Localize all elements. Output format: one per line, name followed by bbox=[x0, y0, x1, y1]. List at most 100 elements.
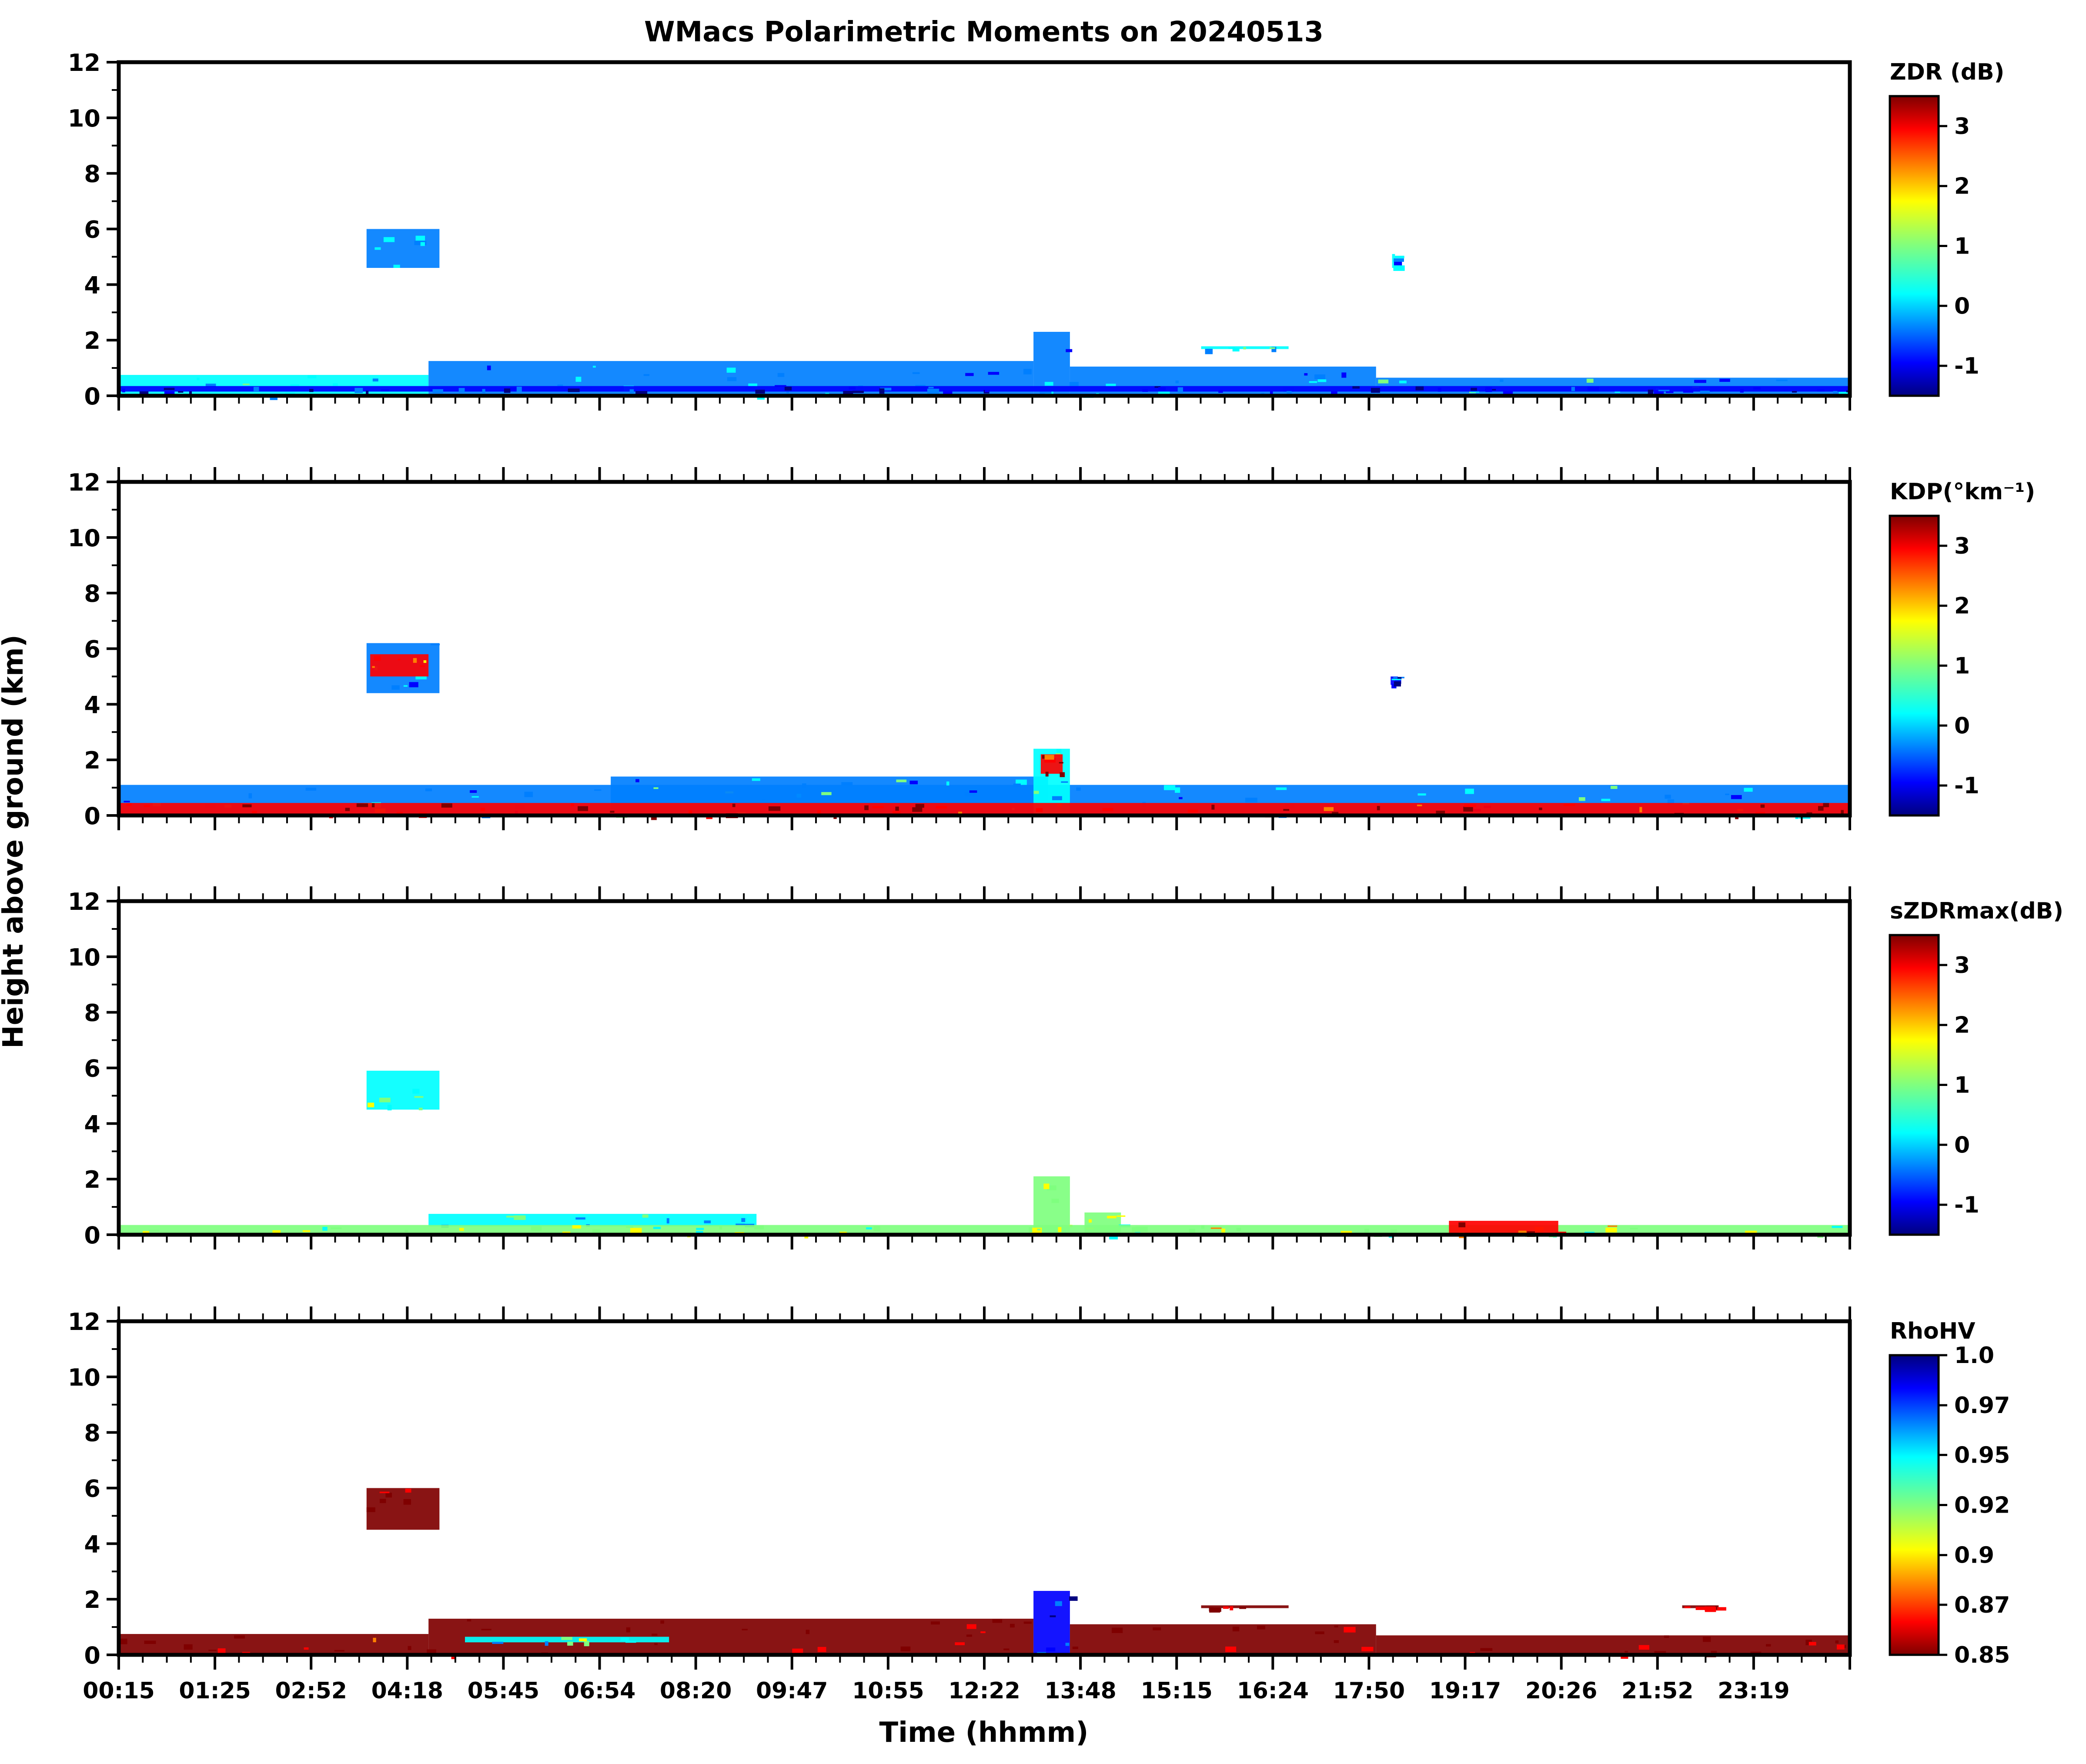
data-speckle bbox=[492, 1642, 504, 1644]
data-speckle bbox=[1740, 389, 1744, 393]
data-speckle bbox=[1695, 1607, 1707, 1610]
data-speckle bbox=[409, 682, 418, 688]
data-speckle bbox=[516, 387, 522, 392]
data-block bbox=[1201, 1605, 1289, 1608]
data-speckle bbox=[1705, 1606, 1715, 1611]
data-speckle bbox=[1760, 804, 1765, 808]
data-speckle bbox=[568, 388, 580, 392]
data-speckle bbox=[1485, 387, 1492, 392]
data-speckle bbox=[653, 787, 659, 789]
y-tick-label: 12 bbox=[68, 1308, 100, 1336]
x-tick-label: 21:52 bbox=[1621, 1678, 1694, 1704]
data-speckle bbox=[594, 789, 602, 791]
colorbar-tick-label: -1 bbox=[1954, 1192, 1979, 1218]
data-speckle bbox=[1371, 388, 1380, 393]
data-speckle bbox=[1210, 1607, 1221, 1612]
data-speckle bbox=[880, 388, 892, 391]
y-tick-label: 4 bbox=[84, 271, 100, 299]
data-speckle bbox=[1465, 788, 1474, 794]
colorbar-tick-label: 0.92 bbox=[1954, 1493, 2010, 1519]
data-block bbox=[119, 803, 1850, 815]
data-speckle bbox=[432, 389, 443, 394]
data-speckle bbox=[1056, 749, 1062, 754]
y-tick-label: 2 bbox=[84, 327, 100, 354]
data-speckle bbox=[786, 391, 789, 394]
data-speckle bbox=[331, 1227, 342, 1229]
data-speckle bbox=[1725, 793, 1729, 795]
data-speckle bbox=[309, 389, 314, 392]
y-tick-label: 6 bbox=[84, 1055, 100, 1082]
data-speckle bbox=[931, 1621, 940, 1625]
data-speckle bbox=[322, 1226, 328, 1231]
data-speckle bbox=[571, 803, 575, 807]
data-speckle bbox=[420, 242, 425, 246]
data-speckle bbox=[1578, 797, 1585, 801]
data-speckle bbox=[379, 1491, 390, 1493]
data-speckle bbox=[1648, 390, 1654, 395]
y-tick-label: 6 bbox=[84, 636, 100, 663]
data-speckle bbox=[1399, 381, 1407, 384]
colorbar-tick-label: 2 bbox=[1954, 1012, 1970, 1039]
y-tick-label: 6 bbox=[84, 1475, 100, 1503]
colorbar-kdp bbox=[1889, 514, 1940, 817]
data-speckle bbox=[412, 1089, 420, 1094]
data-speckle bbox=[578, 1638, 587, 1642]
data-block bbox=[1392, 254, 1395, 268]
colorbar-tick-label: 0.9 bbox=[1954, 1543, 1994, 1569]
colorbar-tick-label: 0.97 bbox=[1954, 1393, 2010, 1419]
data-speckle bbox=[726, 368, 736, 373]
data-speckle bbox=[1175, 787, 1180, 793]
data-speckle bbox=[480, 808, 485, 812]
data-speckle bbox=[374, 656, 381, 661]
data-speckle bbox=[653, 1226, 661, 1229]
data-speckle bbox=[415, 235, 425, 241]
data-speckle bbox=[1045, 772, 1049, 777]
data-speckle bbox=[1029, 1227, 1033, 1233]
data-speckle bbox=[1117, 1215, 1126, 1217]
x-tick-label: 12:22 bbox=[948, 1678, 1020, 1704]
data-speckle bbox=[420, 665, 425, 667]
data-speckle bbox=[290, 384, 300, 387]
axes-frame bbox=[117, 899, 1852, 1237]
data-speckle bbox=[1664, 1635, 1669, 1638]
x-tick-label: 20:26 bbox=[1525, 1678, 1598, 1704]
data-speckle bbox=[1394, 258, 1404, 262]
data-speckle bbox=[459, 1228, 464, 1231]
data-speckle bbox=[732, 803, 735, 807]
data-speckle bbox=[1044, 382, 1053, 386]
y-tick-label: 4 bbox=[84, 691, 100, 718]
data-speckle bbox=[148, 1229, 160, 1232]
data-speckle bbox=[403, 1499, 411, 1505]
data-speckle bbox=[510, 388, 519, 391]
data-speckle bbox=[966, 1634, 972, 1637]
data-speckle bbox=[900, 1646, 911, 1651]
data-speckle bbox=[872, 806, 884, 808]
data-speckle bbox=[892, 811, 901, 815]
colorbar-tick-label: 3 bbox=[1954, 952, 1970, 979]
data-speckle bbox=[1397, 677, 1402, 679]
data-speckle bbox=[1187, 809, 1198, 813]
data-speckle bbox=[1211, 805, 1215, 810]
data-speckle bbox=[584, 1640, 589, 1647]
data-speckle bbox=[654, 1643, 658, 1645]
data-speckle bbox=[1153, 1627, 1161, 1630]
x-tick-label: 06:54 bbox=[564, 1678, 636, 1704]
data-speckle bbox=[354, 388, 363, 393]
data-speckle bbox=[178, 391, 184, 393]
y-tick-label: 2 bbox=[84, 1586, 100, 1614]
data-speckle bbox=[1245, 798, 1257, 803]
x-tick-label: 01:25 bbox=[179, 1678, 251, 1704]
data-speckle bbox=[629, 389, 634, 394]
data-speckle bbox=[1331, 391, 1337, 395]
data-speckle bbox=[896, 779, 907, 782]
data-speckle bbox=[1175, 380, 1179, 384]
data-speckle bbox=[1700, 391, 1710, 394]
data-layer-kdp bbox=[119, 643, 1850, 820]
data-speckle bbox=[660, 1620, 664, 1624]
data-speckle bbox=[1072, 1647, 1078, 1649]
data-speckle bbox=[458, 388, 465, 393]
data-speckle bbox=[418, 1107, 423, 1110]
colorbar-tick-label: 3 bbox=[1954, 114, 1970, 140]
data-speckle bbox=[408, 1646, 411, 1650]
